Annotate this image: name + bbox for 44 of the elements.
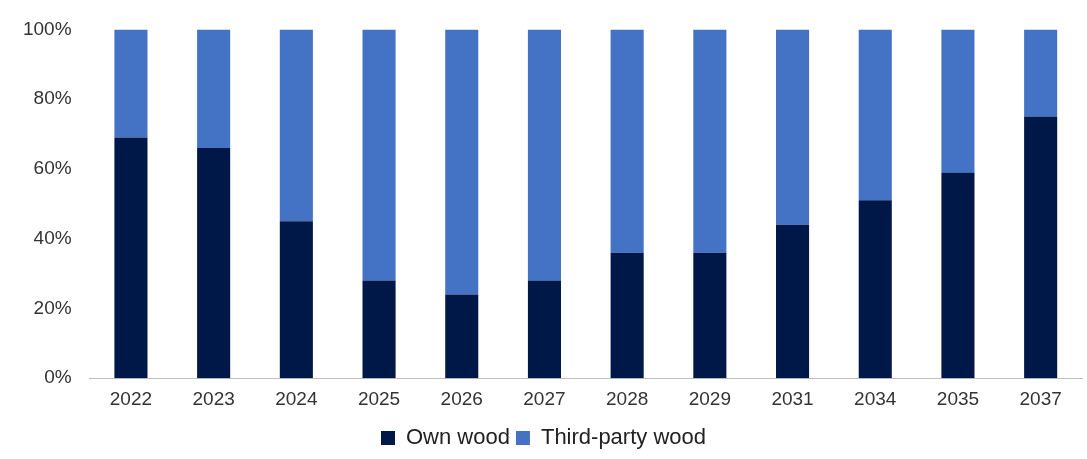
bar (527, 29, 561, 281)
x-tick-label: 2022 (109, 387, 153, 409)
bar (941, 172, 975, 379)
bar (114, 29, 148, 138)
bar (1024, 29, 1058, 117)
bar (362, 280, 396, 379)
bar (197, 147, 231, 379)
x-tick-label: 2035 (936, 387, 980, 409)
bar (776, 224, 810, 379)
x-tick-label: 2023 (192, 387, 235, 409)
bar (858, 200, 892, 379)
bar (941, 29, 975, 173)
bar (114, 137, 148, 379)
x-tick-label: 2029 (688, 387, 731, 409)
legend-label: Own wood (406, 424, 510, 450)
bar (197, 29, 231, 148)
y-tick-label: 80% (33, 87, 72, 109)
x-tick-label: 2027 (523, 387, 566, 409)
bar (1024, 116, 1058, 379)
x-tick-label: 2025 (357, 387, 401, 409)
bar (776, 29, 810, 225)
y-tick-label: 20% (33, 296, 72, 318)
bar (362, 29, 396, 281)
legend-label: Third-party wood (540, 424, 707, 450)
bar (610, 29, 644, 253)
bar (693, 29, 727, 253)
bar (610, 252, 644, 379)
x-tick-label: 2034 (854, 387, 897, 409)
bar (279, 221, 313, 379)
y-tick-label: 100% (22, 17, 72, 39)
x-tick-label: 2031 (771, 387, 814, 409)
bar (279, 29, 313, 222)
x-tick-label: 2037 (1019, 387, 1062, 409)
y-tick-label: 40% (33, 226, 72, 248)
y-tick-label: 0% (44, 366, 72, 388)
bar (445, 294, 479, 379)
bar (693, 252, 727, 379)
bar (445, 29, 479, 295)
x-tick-label: 2024 (275, 387, 318, 409)
y-tick-label: 60% (33, 157, 72, 179)
x-tick-label: 2028 (606, 387, 649, 409)
x-tick-label: 2026 (440, 387, 483, 409)
bar (527, 280, 561, 379)
bar (858, 29, 892, 201)
